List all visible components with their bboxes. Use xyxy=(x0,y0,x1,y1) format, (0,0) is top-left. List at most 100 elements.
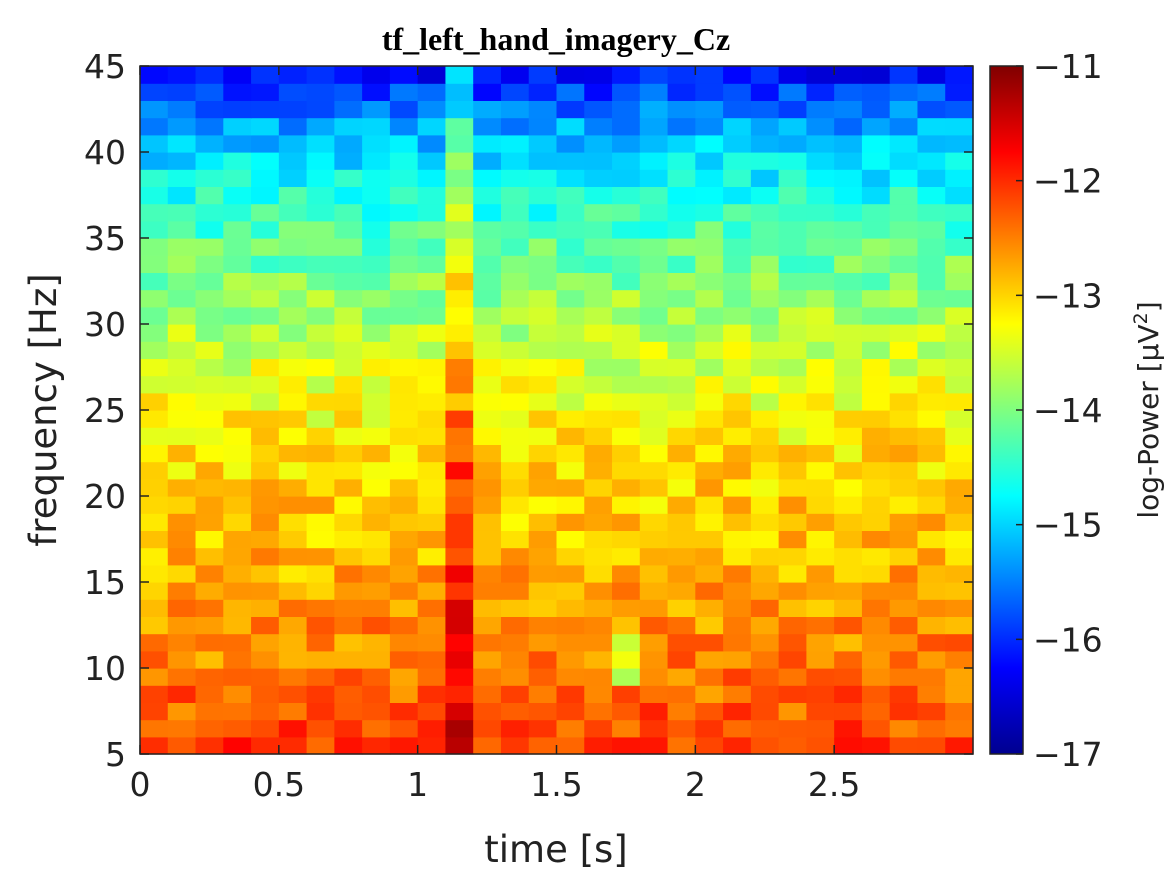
heatmap-cell xyxy=(278,341,308,359)
heatmap-cell xyxy=(723,633,752,652)
heatmap-cell xyxy=(889,616,919,635)
heatmap-cell xyxy=(278,169,308,187)
heatmap-cell xyxy=(362,599,391,617)
heatmap-cell xyxy=(140,289,169,308)
heatmap-cell xyxy=(750,668,780,686)
heatmap-cell xyxy=(750,220,780,239)
heatmap-cell xyxy=(556,272,585,291)
heatmap-cell xyxy=(417,358,447,377)
heatmap-cell xyxy=(140,616,169,635)
heatmap-cell xyxy=(140,410,169,428)
heatmap-cell xyxy=(306,530,335,549)
heatmap-cell xyxy=(223,633,252,652)
heatmap-cell xyxy=(500,100,530,119)
heatmap-cell xyxy=(389,633,419,652)
heatmap-cell xyxy=(528,375,558,394)
heatmap-cell xyxy=(556,702,585,721)
heatmap-cell xyxy=(834,186,863,205)
heatmap-cell xyxy=(417,117,447,136)
heatmap-cell xyxy=(778,685,807,703)
heatmap-cell xyxy=(695,186,724,205)
heatmap-cell xyxy=(750,633,780,652)
heatmap-cell xyxy=(500,736,530,755)
heatmap-cell xyxy=(195,582,224,600)
heatmap-cell xyxy=(806,375,835,394)
heatmap-cell xyxy=(445,547,474,566)
heatmap-cell xyxy=(195,650,224,669)
heatmap-cell xyxy=(917,306,946,325)
heatmap-cell xyxy=(417,169,447,187)
heatmap-cell xyxy=(778,324,807,342)
heatmap-cell xyxy=(528,392,558,411)
heatmap-cell xyxy=(251,100,280,119)
heatmap-cell xyxy=(417,66,447,84)
heatmap-cell xyxy=(195,547,224,566)
heatmap-cell xyxy=(723,289,752,308)
heatmap-cell xyxy=(834,633,863,652)
heatmap-cell xyxy=(584,289,613,308)
heatmap-cell xyxy=(223,496,252,514)
heatmap-cell xyxy=(528,255,558,273)
heatmap-cell xyxy=(278,238,308,256)
heatmap-cell xyxy=(334,83,363,101)
heatmap-cell xyxy=(667,134,696,153)
heatmap-cell xyxy=(223,616,252,635)
heatmap-cell xyxy=(917,599,946,617)
heatmap-cell xyxy=(723,547,752,566)
colorbar-tick-label: −13 xyxy=(1033,276,1103,315)
heatmap-cell xyxy=(306,513,335,531)
heatmap-cell xyxy=(695,719,724,738)
heatmap-cell xyxy=(140,478,169,497)
heatmap-cell xyxy=(861,702,891,721)
colorbar-tick-label: −15 xyxy=(1033,506,1103,545)
heatmap-cell xyxy=(889,152,919,170)
heatmap-cell xyxy=(500,117,530,136)
heatmap-cell xyxy=(584,719,613,738)
heatmap-cell xyxy=(362,496,391,514)
heatmap-cell xyxy=(417,306,447,325)
heatmap-cell xyxy=(306,255,335,273)
heatmap-cell xyxy=(528,633,558,652)
x-tick-label: 2 xyxy=(685,765,706,804)
heatmap-cell xyxy=(584,100,613,119)
heatmap-cell xyxy=(612,530,641,549)
heatmap-cell xyxy=(917,186,946,205)
heatmap-cell xyxy=(723,702,752,721)
heatmap-cell xyxy=(556,341,585,359)
heatmap-cell xyxy=(556,289,585,308)
heatmap-cell xyxy=(500,685,530,703)
heatmap-cell xyxy=(334,100,363,119)
heatmap-cell xyxy=(362,324,391,342)
heatmap-cell xyxy=(806,341,835,359)
heatmap-cell xyxy=(140,633,169,652)
heatmap-cell xyxy=(473,496,502,514)
y-axis-label: frequency [Hz] xyxy=(22,273,65,546)
heatmap-cell xyxy=(584,564,613,583)
heatmap-cell xyxy=(251,530,280,549)
heatmap-cell xyxy=(473,272,502,291)
heatmap-cell xyxy=(584,134,613,153)
heatmap-cell xyxy=(334,599,363,617)
heatmap-cell xyxy=(167,478,197,497)
heatmap-cell xyxy=(500,324,530,342)
heatmap-cell xyxy=(389,410,419,428)
heatmap-cell xyxy=(306,358,335,377)
heatmap-cell xyxy=(806,117,835,136)
heatmap-cell xyxy=(612,117,641,136)
heatmap-cell xyxy=(306,324,335,342)
heatmap-cell xyxy=(251,66,280,84)
heatmap-cell xyxy=(278,599,308,617)
heatmap-cell xyxy=(861,736,891,755)
heatmap-cell xyxy=(251,685,280,703)
heatmap-cell xyxy=(612,392,641,411)
heatmap-cell xyxy=(251,702,280,721)
heatmap-cell xyxy=(140,719,169,738)
heatmap-cell xyxy=(278,152,308,170)
heatmap-cell xyxy=(445,220,474,239)
heatmap-cell xyxy=(389,134,419,153)
heatmap-cell xyxy=(445,564,474,583)
heatmap-cell xyxy=(334,564,363,583)
heatmap-cell xyxy=(362,341,391,359)
heatmap-cell xyxy=(834,289,863,308)
heatmap-cell xyxy=(417,203,447,222)
